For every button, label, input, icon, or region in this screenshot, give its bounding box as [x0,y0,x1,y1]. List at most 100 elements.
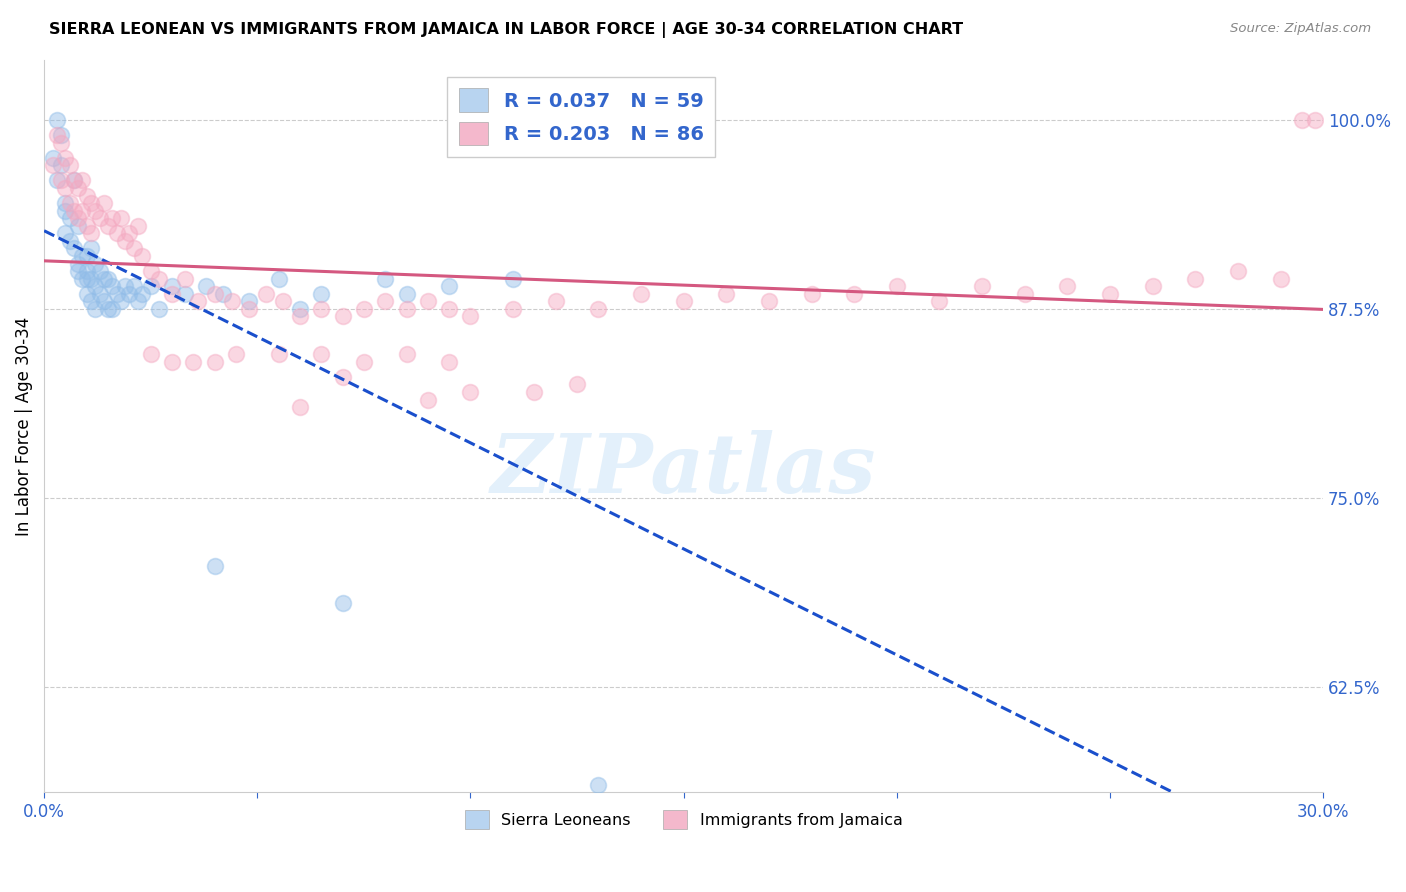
Point [332,597,354,611]
Point [118,227,141,241]
Point [173,286,195,301]
Point [238,301,260,316]
Point [139,264,162,278]
Point [1098,286,1121,301]
Point [1056,279,1078,293]
Point [1014,286,1036,301]
Point [67,219,90,233]
Text: SIERRA LEONEAN VS IMMIGRANTS FROM JAMAICA IN LABOR FORCE | AGE 30-34 CORRELATION: SIERRA LEONEAN VS IMMIGRANTS FROM JAMAIC… [49,22,963,38]
Point [758,294,780,309]
Point [97,219,120,233]
Point [127,294,149,309]
Text: Source: ZipAtlas.com: Source: ZipAtlas.com [1230,22,1371,36]
Point [76,286,98,301]
Point [416,392,439,407]
Point [67,211,90,226]
Point [55,151,77,165]
Point [114,234,136,248]
Point [122,279,145,293]
Point [93,271,115,285]
Point [160,279,183,293]
Point [67,181,90,195]
Point [105,227,128,241]
Point [271,294,294,309]
Point [1142,279,1164,293]
Point [59,211,82,226]
Point [55,203,77,218]
Point [437,279,460,293]
Point [395,301,418,316]
Point [844,286,866,301]
Point [63,203,86,218]
Point [63,242,86,256]
Point [59,234,82,248]
Point [288,310,311,324]
Point [374,294,396,309]
Point [187,294,209,309]
Point [353,355,375,369]
Point [160,286,183,301]
Point [63,173,86,187]
Point [225,347,247,361]
Y-axis label: In Labor Force | Age 30-34: In Labor Force | Age 30-34 [15,317,32,535]
Point [254,286,277,301]
Point [238,294,260,309]
Point [72,271,94,285]
Point [886,279,908,293]
Point [59,196,82,211]
Point [51,173,73,187]
Point [160,355,183,369]
Point [76,249,98,263]
Point [105,286,128,301]
Point [45,113,67,128]
Point [1303,113,1326,128]
Point [970,279,993,293]
Point [928,294,950,309]
Point [173,271,195,285]
Point [118,286,141,301]
Point [309,301,332,316]
Point [437,301,460,316]
Point [267,347,290,361]
Point [93,294,115,309]
Point [101,301,124,316]
Point [110,294,132,309]
Point [131,249,153,263]
Point [55,227,77,241]
Point [114,279,136,293]
Point [204,355,226,369]
Point [67,264,90,278]
Point [395,286,418,301]
Point [55,196,77,211]
Point [204,286,226,301]
Point [101,211,124,226]
Point [93,196,115,211]
Point [72,203,94,218]
Point [51,136,73,150]
Point [72,173,94,187]
Point [212,286,235,301]
Point [332,310,354,324]
Point [148,301,170,316]
Point [672,294,695,309]
Point [139,347,162,361]
Point [288,301,311,316]
Point [55,181,77,195]
Point [89,286,111,301]
Point [45,173,67,187]
Point [588,301,610,316]
Point [76,188,98,202]
Point [127,219,149,233]
Point [502,271,524,285]
Point [460,310,482,324]
Point [139,279,162,293]
Point [59,158,82,172]
Point [131,286,153,301]
Point [460,384,482,399]
Point [110,211,132,226]
Point [41,158,63,172]
Point [800,286,823,301]
Point [630,286,652,301]
Point [80,294,103,309]
Point [122,242,145,256]
